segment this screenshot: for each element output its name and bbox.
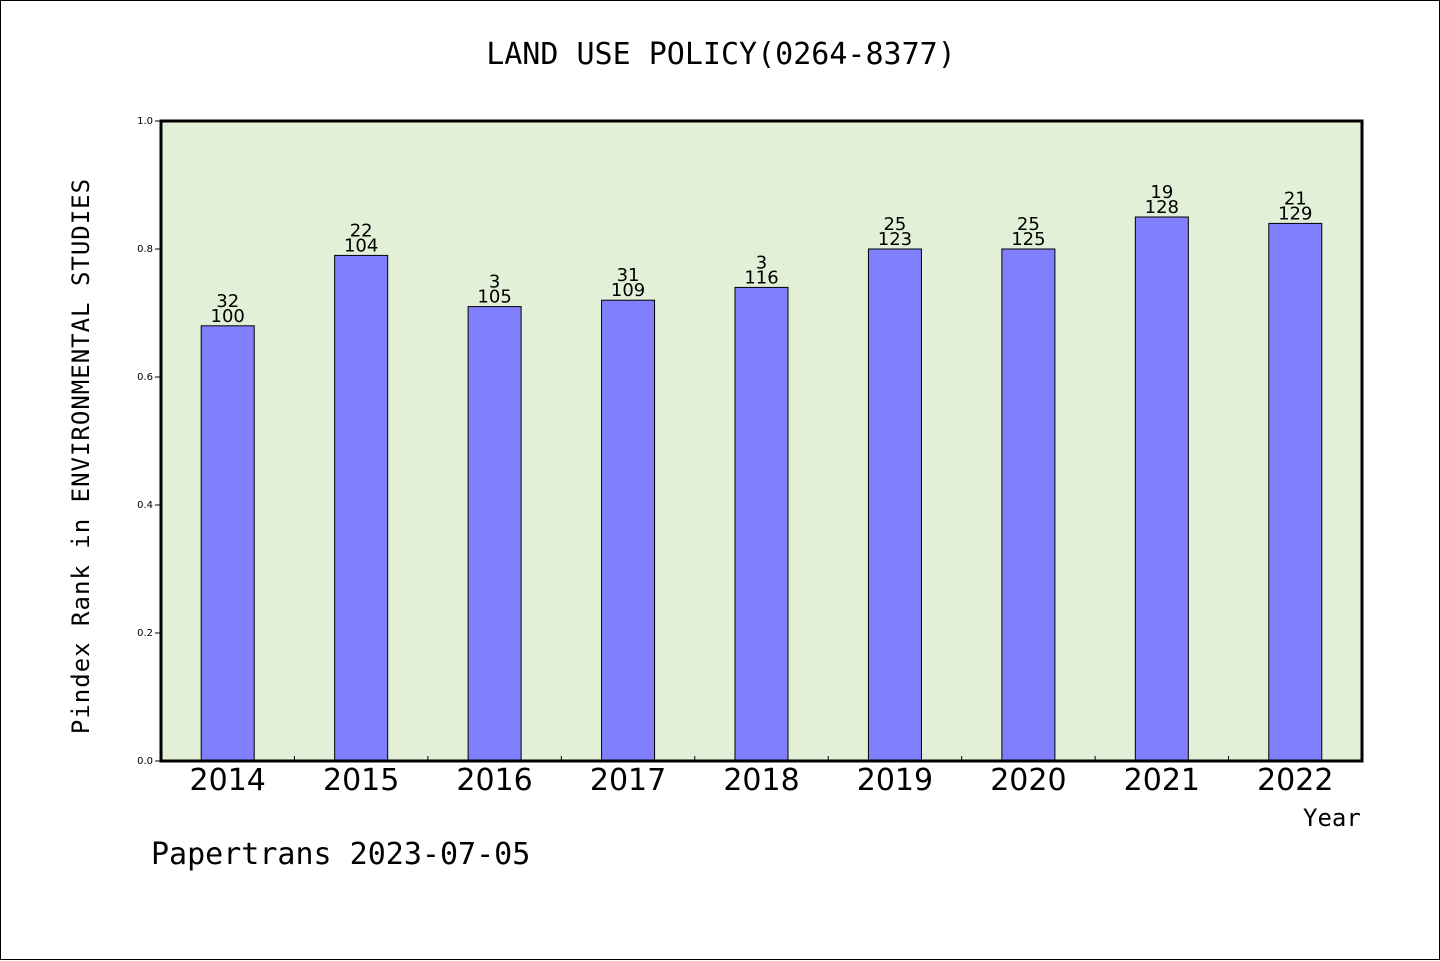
x-tick-label: 2019 [857, 763, 933, 798]
data-label-rank: 25 [1017, 214, 1040, 235]
data-label-total: 116 [744, 267, 778, 288]
x-tick-label: 2020 [990, 763, 1066, 798]
bar [200, 325, 255, 762]
x-tick-label: 2014 [190, 763, 266, 798]
x-tick-label: 2017 [590, 763, 666, 798]
bar [467, 306, 522, 762]
data-label-rank: 25 [883, 214, 906, 235]
x-tick-label: 2015 [323, 763, 399, 798]
bar [1268, 222, 1323, 762]
y-tick-label: 0.0 [137, 756, 153, 767]
x-tick-label: 2018 [723, 763, 799, 798]
y-tick-label: 0.4 [137, 500, 153, 511]
y-tick-label: 0.8 [137, 244, 153, 255]
y-tick-label: 0.6 [137, 372, 153, 383]
data-label-total: 129 [1278, 203, 1312, 224]
bar [601, 299, 656, 762]
data-label-total: 109 [611, 280, 645, 301]
data-label-total: 105 [477, 287, 511, 308]
bar [334, 254, 389, 762]
plot-border [159, 119, 1364, 763]
footer-credit: Papertrans 2023-07-05 [151, 837, 531, 872]
data-label-rank: 3 [489, 272, 500, 293]
x-tick-label: 2016 [456, 763, 532, 798]
data-label-total: 125 [1011, 229, 1045, 250]
bar [734, 286, 789, 762]
data-label-rank: 21 [1284, 188, 1307, 209]
data-label-total: 128 [1145, 197, 1179, 218]
data-label-rank: 3 [756, 252, 767, 273]
x-tick-label: 2022 [1257, 763, 1333, 798]
bar [1001, 248, 1056, 762]
data-label-rank: 22 [350, 220, 373, 241]
data-label-total: 123 [878, 229, 912, 250]
data-label-total: 104 [344, 235, 378, 256]
bar [867, 248, 922, 762]
data-label-total: 100 [211, 306, 245, 327]
data-label-rank: 19 [1150, 182, 1173, 203]
data-label-rank: 31 [617, 265, 640, 286]
data-label-rank: 32 [216, 291, 239, 312]
x-axis-label: Year [1303, 804, 1361, 832]
y-tick-label: 1.0 [137, 116, 153, 127]
chart-title: LAND USE POLICY(0264-8377) [486, 37, 956, 72]
bar [1134, 216, 1189, 762]
y-tick-label: 0.2 [137, 628, 153, 639]
x-tick-label: 2021 [1124, 763, 1200, 798]
